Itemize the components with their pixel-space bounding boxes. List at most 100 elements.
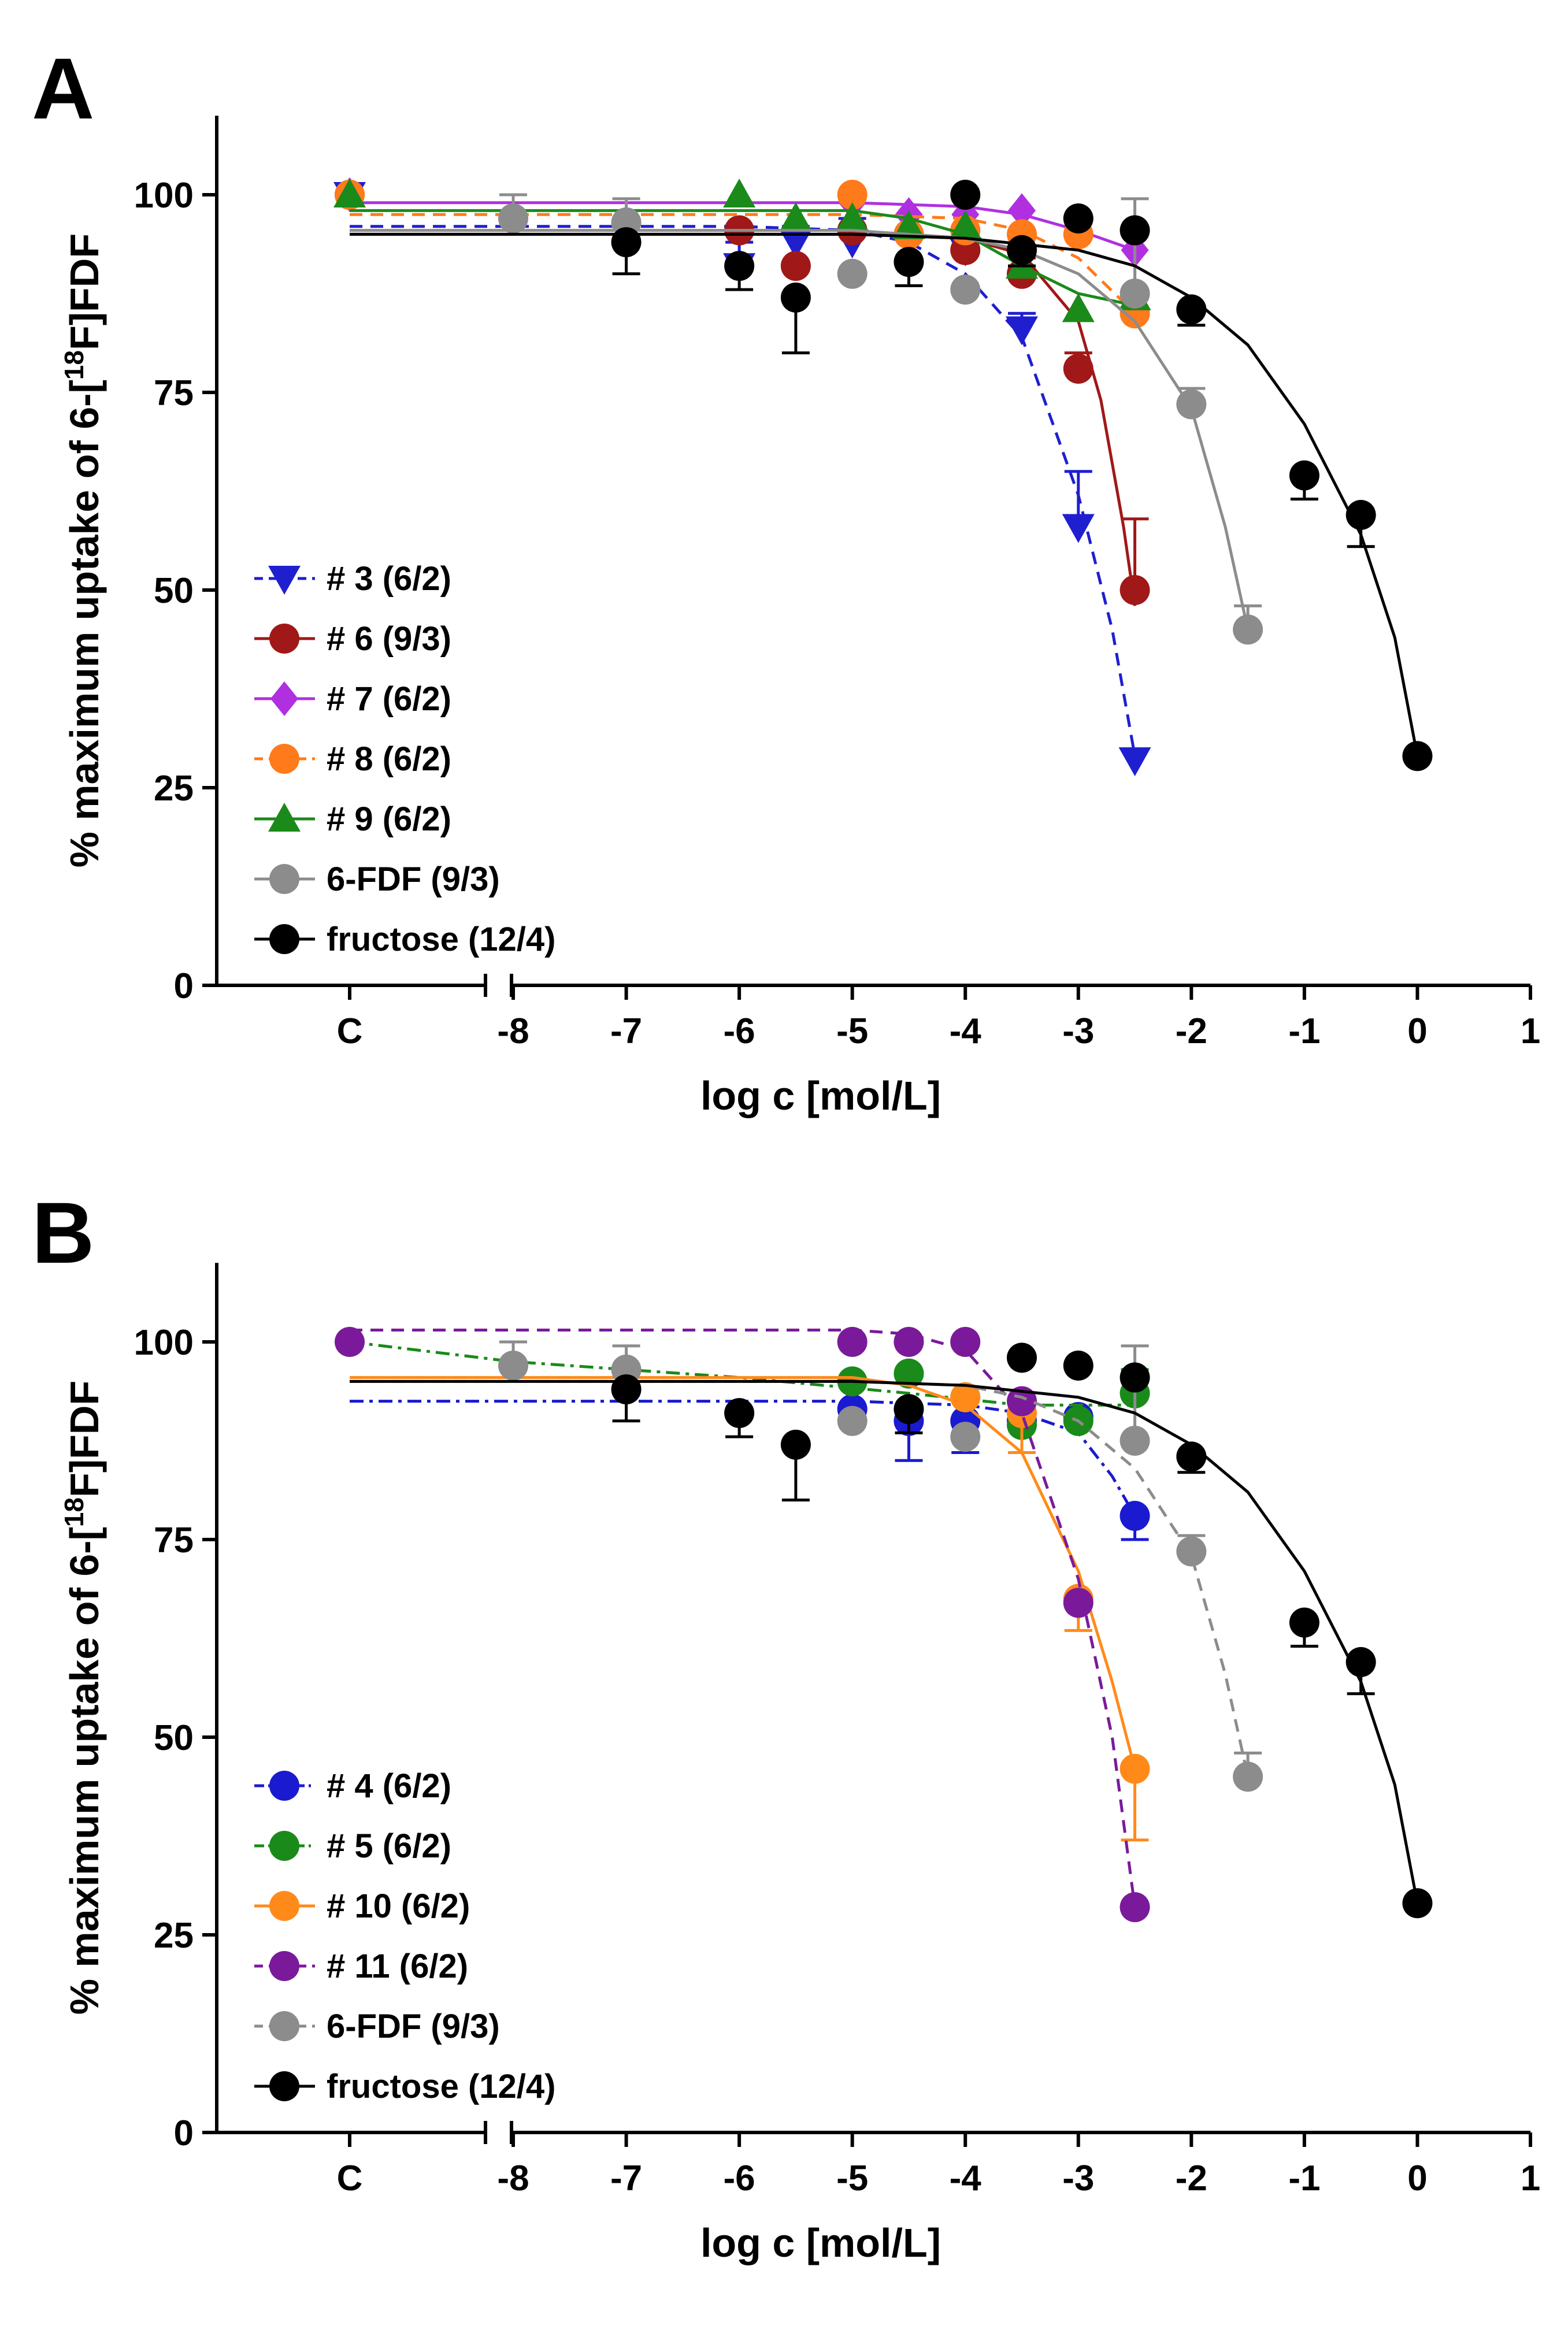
panel-b-series-5-point-0: [611, 1374, 642, 1405]
panel-b-series-5-point-7: [1176, 1441, 1207, 1472]
panel-b-x-axis-title: log c [mol/L]: [700, 2220, 941, 2265]
panel-a-xtick-label-6: -3: [1062, 1011, 1094, 1051]
panel-a-xtick-label-9: 0: [1407, 1011, 1427, 1051]
panel-a-series-6-point-8: [1176, 294, 1207, 325]
panel-a-xtick-label-5: -4: [950, 1011, 982, 1051]
panel-a-legend-marker-1: [269, 624, 299, 654]
panel-b-ytick-label-0: 0: [174, 2113, 194, 2153]
panel-b-ytick-label-3: 75: [154, 1520, 194, 1560]
panel-b-xtick-label-1: -8: [497, 2158, 529, 2198]
panel-a-xtick-label-4: -5: [836, 1011, 868, 1051]
panel-b: B 0 25 50 75 100 C -8 -7 -6 -5 -4 -3 -2 -1 0 1 log c [mol…: [32, 1184, 1540, 2265]
panel-b-y-title-superscript: 18: [59, 1497, 89, 1527]
panel-a-series-5-point-0: [498, 203, 528, 234]
panel-a-legend-marker-0: [268, 566, 301, 595]
panel-b-y-axis-title: % maximum uptake of 6-[18F]FDF: [59, 1381, 107, 2015]
panel-a-legend-item-4: # 9 (6/2): [254, 800, 451, 838]
panel-b-series-5-point-8: [1289, 1607, 1319, 1638]
panel-b-series-4-point-0: [498, 1351, 528, 1381]
panel-a-series-5-point-3: [950, 275, 981, 305]
panel-a-series-6-point-3: [894, 247, 924, 277]
panel-b-legend-label-0: # 4 (6/2): [327, 1767, 451, 1805]
panel-a-legend-item-5: 6-FDF (9/3): [254, 861, 500, 898]
panel-a-legend-marker-4: [268, 803, 301, 832]
panel-a-series-4-point-4: [892, 210, 925, 239]
panel-a-series-4-point-0: [333, 179, 366, 207]
panel-b-ytick-label-4: 100: [134, 1323, 194, 1363]
panel-a-legend-marker-2: [270, 681, 298, 716]
panel-b-xtick-label-8: -1: [1288, 2158, 1320, 2198]
panel-b-series-4-point-5: [1176, 1536, 1207, 1567]
panel-b-legend-item-2: # 10 (6/2): [254, 1887, 470, 1925]
panel-b-series-0: [350, 1394, 1150, 1541]
panel-a-series-3-point-1: [837, 180, 868, 210]
panel-a-series-1-point-8: [1120, 575, 1150, 605]
panel-a-series-6-point-5: [1007, 235, 1037, 265]
panel-b-legend-item-5: fructose (12/4): [254, 2068, 555, 2105]
panel-b-y-title-part1: % maximum uptake of 6-[: [62, 1527, 107, 2015]
panel-b-series-3-point-0: [335, 1327, 365, 1357]
panel-a: A 0 25 50 75 100 C -8 -7 -6 -5 -4 -3 -2 -1 0 1 log c [mol…: [32, 40, 1540, 1118]
panel-a-series-4-point-7: [1062, 293, 1095, 322]
panel-b-legend-marker-3: [269, 1951, 299, 1981]
panel-a-legend-item-2: # 7 (6/2): [254, 680, 451, 718]
panel-a-series-0-point-6: [1062, 514, 1095, 543]
panel-a-series-3-fit-curve: [350, 213, 1136, 314]
panel-b-series-4-point-6: [1233, 1761, 1263, 1792]
panel-a-legend-item-6: fructose (12/4): [254, 921, 555, 958]
panel-a-legend-item-3: # 8 (6/2): [254, 740, 451, 778]
panel-b-series-5-point-3: [894, 1394, 924, 1425]
panel-a-legend-label-5: 6-FDF (9/3): [327, 861, 500, 898]
panel-a-series-4-point-3: [836, 202, 869, 232]
panel-b-xtick-label-3: -6: [724, 2158, 755, 2198]
panel-b-xtick-label-0: C: [337, 2158, 363, 2198]
panel-a-series-0-point-5: [1006, 316, 1038, 346]
panel-a-xtick-label-8: -1: [1288, 1011, 1320, 1051]
panel-a-series-6-point-2: [780, 282, 811, 313]
panel-a-series-6-point-1: [724, 251, 755, 281]
panel-b-series-5-point-5: [1063, 1351, 1093, 1381]
panel-a-letter: A: [32, 40, 94, 137]
panel-a-ytick-label-0: 0: [174, 966, 194, 1006]
panel-b-legend-item-3: # 11 (6/2): [254, 1948, 468, 1985]
panel-a-series-1-point-2: [780, 251, 811, 281]
panel-b-ytick-label-1: 25: [154, 1916, 194, 1956]
panel-a-series-0-fit-curve: [350, 225, 1137, 756]
panel-b-legend-label-3: # 11 (6/2): [327, 1948, 468, 1985]
panel-a-legend-item-1: # 6 (9/3): [254, 620, 451, 658]
panel-a-series-0-point-7: [1118, 747, 1151, 777]
panel-a-series-6-point-6: [1063, 203, 1093, 234]
panel-a-series-2-point-4: [1008, 193, 1036, 228]
panel-b-series-3-point-6: [1120, 1892, 1150, 1923]
panel-a-xtick-label-3: -6: [724, 1011, 755, 1051]
panel-a-legend-marker-5: [269, 864, 299, 894]
panel-a-xtick-label-2: -7: [610, 1011, 642, 1051]
panel-a-series-4-point-1: [723, 179, 756, 207]
panel-a-series-6-point-9: [1289, 460, 1319, 491]
panel-b-legend-label-5: fructose (12/4): [327, 2068, 555, 2105]
panel-a-xtick-label-1: -8: [497, 1011, 529, 1051]
panel-b-series-0-point-5: [1120, 1500, 1150, 1531]
panel-b-legend-item-0: # 4 (6/2): [254, 1767, 451, 1805]
panel-b-legend-marker-5: [269, 2071, 299, 2101]
panel-b-xtick-label-7: -2: [1176, 2158, 1207, 2198]
panel-a-series-5-fit-curve: [350, 229, 1250, 630]
panel-a-series-6-point-0: [611, 227, 642, 258]
panel-a-y-title-superscript: 18: [59, 350, 89, 380]
panel-b-series-5-point-1: [724, 1398, 755, 1429]
panel-b-legend-label-1: # 5 (6/2): [327, 1827, 451, 1865]
panel-a-y-title-part2: F]FDF: [62, 233, 107, 350]
panel-b-letter: B: [32, 1184, 94, 1281]
panel-b-legend-marker-4: [269, 2011, 299, 2041]
panel-a-y-axis-title: % maximum uptake of 6-[18F]FDF: [59, 233, 107, 867]
panel-a-series-5-point-4: [1120, 279, 1150, 309]
panel-a-series-5-point-5: [1176, 389, 1207, 420]
panel-a-legend-item-0: # 3 (6/2): [254, 560, 451, 598]
panel-b-series-4-fit-curve: [350, 1379, 1250, 1777]
panel-b-legend-item-4: 6-FDF (9/3): [254, 2008, 500, 2045]
panel-a-legend-label-4: # 9 (6/2): [327, 800, 451, 838]
panel-a-series-6-point-4: [950, 180, 981, 210]
panel-a-ytick-label-2: 50: [154, 571, 194, 611]
